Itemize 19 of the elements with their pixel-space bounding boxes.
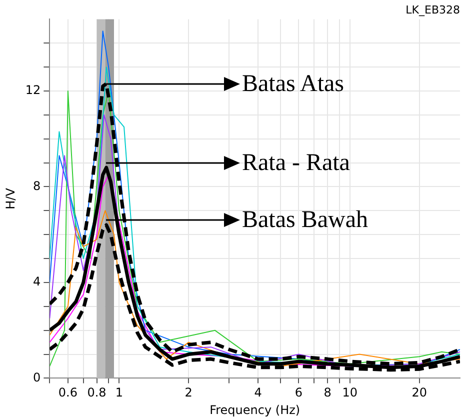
y-tick-label: 8 — [33, 178, 41, 193]
x-tick-label: 0.8 — [87, 386, 106, 400]
x-tick-label: 20 — [412, 386, 428, 400]
y-tick-label: 12 — [25, 83, 41, 98]
x-tick-label: 1 — [115, 386, 123, 400]
annotation: Rata - Rata — [242, 149, 350, 178]
chart-title: LK_EB328 — [406, 3, 460, 16]
y-tick-label: 0 — [33, 370, 41, 384]
x-tick-label: 6 — [294, 386, 303, 400]
x-tick-label: 10 — [342, 386, 358, 400]
x-tick-label: 2 — [184, 386, 192, 400]
y-axis-title: H/V — [3, 187, 18, 210]
annotation: Batas Atas — [242, 70, 344, 99]
x-tick-label: 8 — [324, 386, 332, 400]
x-tick-label: 4 — [254, 386, 262, 400]
annotation: Batas Bawah — [242, 206, 368, 235]
x-tick-label: 0.6 — [58, 386, 78, 400]
y-tick-label: 4 — [33, 274, 41, 289]
x-axis-title: Frequency (Hz) — [210, 402, 300, 417]
